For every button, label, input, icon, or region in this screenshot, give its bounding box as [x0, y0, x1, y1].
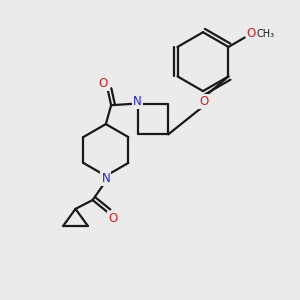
Text: O: O	[99, 77, 108, 90]
Text: O: O	[109, 212, 118, 225]
Text: N: N	[101, 172, 110, 185]
Text: CH₃: CH₃	[257, 29, 275, 39]
Text: N: N	[133, 95, 142, 108]
Text: O: O	[247, 28, 256, 40]
Text: O: O	[199, 95, 208, 108]
